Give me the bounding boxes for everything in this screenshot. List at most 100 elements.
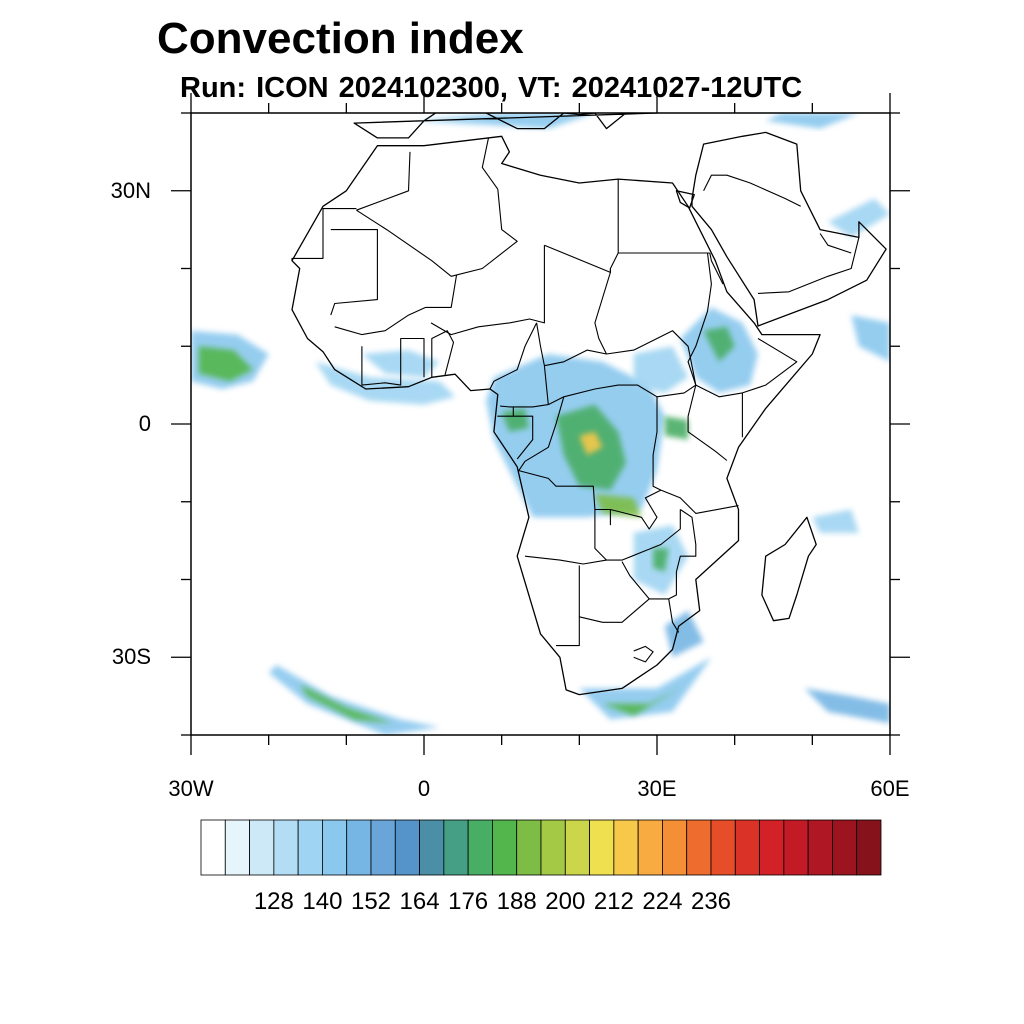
colorbar-swatch (224, 819, 250, 876)
border-ethiopia-kenya-somalia (695, 338, 798, 398)
colorbar-label: 176 (448, 888, 489, 915)
border-chad-car (544, 349, 607, 367)
colorbar-swatch (613, 819, 639, 876)
border-zambia-zimbabwe (606, 509, 681, 561)
lon-label: 60E (870, 776, 910, 801)
colorbar-swatch (734, 819, 760, 876)
colorbar-label: 152 (350, 888, 392, 915)
border-western-sahara (291, 208, 357, 261)
border-malawi-mozambique (668, 509, 697, 600)
border-sa-mozambique (668, 598, 680, 633)
convection-area-south-sudan (633, 346, 689, 393)
colorbar-swatch (807, 819, 833, 876)
colorbar-swatch (467, 819, 493, 876)
convection-area-southern-ocean (268, 665, 440, 735)
colorbar-swatch (443, 819, 469, 876)
border-guinea-coast-states (361, 337, 425, 386)
border-zambia-drc (610, 489, 662, 530)
border-uganda-kenya-tz (656, 384, 728, 461)
colorbar-swatch (662, 819, 688, 876)
border-ethiopia-sudan (687, 252, 712, 386)
border-tz-south (660, 489, 739, 514)
convection-area-mozambique-core (653, 548, 669, 572)
border-maghreb-algeria (356, 151, 411, 211)
border-togo-benin-nigeria (431, 330, 455, 378)
chart-title: Convection index (157, 14, 524, 63)
convection-area-atlantic-core (198, 346, 254, 382)
convection-area-cape-core (602, 688, 681, 716)
colorbar-swatch (322, 819, 348, 876)
convection-layer (191, 113, 890, 735)
colorbar-swatch (419, 819, 445, 876)
colorbar-swatch (540, 819, 566, 876)
colorbar-swatch (783, 819, 809, 876)
coastline-madagascar (761, 516, 817, 622)
convection-area-katanga (594, 494, 642, 518)
border-algeria-libya-niger (356, 189, 518, 277)
colorbar-swatch (370, 819, 396, 876)
convection-area-congo-hotspot (579, 431, 603, 456)
border-niger-chad (430, 245, 545, 336)
lon-label: 30E (637, 776, 677, 801)
colorbar-label: 128 (253, 888, 294, 915)
colorbar-swatch (686, 819, 712, 876)
convection-area-ethiopia-core (703, 326, 735, 362)
lon-label: 0 (417, 776, 431, 801)
colorbar-swatch (492, 819, 518, 876)
convection-area-cape-front (579, 657, 712, 720)
convection-area-madagascar-east (812, 509, 859, 533)
colorbar-label: 200 (545, 888, 586, 915)
colorbar-swatch (589, 819, 615, 876)
convection-area-natal (664, 610, 704, 658)
colorbar-swatch (832, 819, 858, 876)
coastline-africa (291, 135, 821, 696)
convection-area-arabian-sea-east (851, 315, 890, 362)
border-mali-mauritania (330, 229, 378, 316)
colorbar-label: 188 (496, 888, 537, 915)
colorbar-swatch (856, 819, 882, 876)
colorbar-swatch (394, 819, 420, 876)
colorbar-swatch (200, 819, 226, 876)
colorbar-label: 236 (690, 888, 732, 915)
border-car-drc (548, 384, 658, 406)
colorbar-swatch (516, 819, 542, 876)
border-saudi-iraq-jordan (703, 174, 801, 207)
boundary-layer (291, 113, 887, 696)
border-drc-congo (518, 396, 565, 471)
lat-label: 30S (111, 644, 151, 670)
axis-ticks (171, 93, 910, 755)
border-chad-sudan (594, 272, 611, 355)
convection-area-arabian-sea-north (827, 198, 890, 238)
convection-area-south-indian (804, 688, 890, 724)
colorbar-label: 164 (399, 888, 440, 915)
colorbar-label: 140 (302, 888, 343, 915)
colorbar-swatch (759, 819, 785, 876)
border-algeria-tunisia (481, 137, 499, 190)
convection-area-gabon-core (501, 408, 529, 432)
border-saudi-yemen-oman (757, 237, 860, 294)
coastline-arabia (691, 131, 887, 327)
lat-label: 0 (138, 411, 151, 436)
border-botswana-sa (579, 598, 669, 623)
lat-label: 30N (110, 177, 151, 203)
border-nigeria-cameroon (489, 322, 538, 390)
colorbar-swatch (710, 819, 736, 876)
border-saudi-uae (819, 233, 852, 254)
coastline-europe-south (353, 113, 658, 139)
border-drc-east (652, 396, 662, 491)
colorbar-swatch (297, 819, 323, 876)
colorbar-swatch (637, 819, 663, 876)
colorbar-label: 224 (642, 888, 683, 915)
border-botswana-zimbabwe (621, 561, 650, 600)
border-sudan-south-sudan (606, 330, 697, 386)
lon-label: 30W (168, 776, 214, 801)
border-lesotho (633, 645, 654, 663)
convection-area-turkey-front (765, 113, 859, 129)
convection-area-lake-victoria (664, 416, 689, 440)
colorbar-swatch (564, 819, 590, 876)
colorbar (200, 819, 882, 876)
colorbar-swatch (273, 819, 299, 876)
colorbar-label: 212 (593, 888, 634, 915)
border-congo-gabon (497, 406, 534, 460)
